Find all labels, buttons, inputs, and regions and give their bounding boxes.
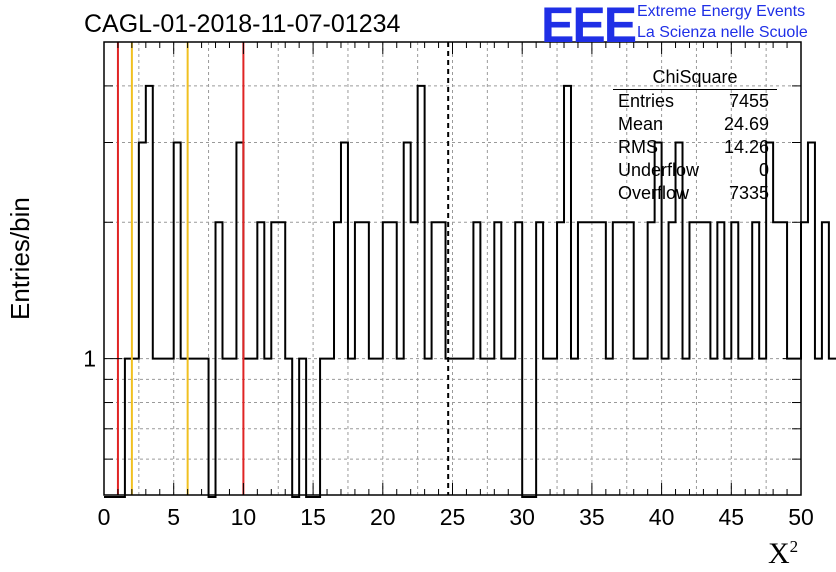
stats-title: ChiSquare [613,67,777,90]
stats-value: 7335 [728,183,769,203]
x-tick-label: 10 [231,504,257,530]
stats-row-rms: RMS 14.26 [611,136,779,159]
histogram-outline [104,84,836,498]
x-tick-label: 0 [98,504,111,530]
x-tick-label: 20 [370,504,396,530]
x-tick-label: 5 [167,504,180,530]
x-tick-label: 15 [300,504,326,530]
stats-label: RMS [618,137,658,157]
y-tick-label: 1 [83,346,96,372]
stats-row-mean: Mean 24.69 [611,113,779,136]
stats-row-underflow: Underflow 0 [611,159,779,182]
x-tick-label: 25 [440,504,466,530]
x-tick-label: 50 [788,504,814,530]
stats-value: 0 [758,160,769,180]
stats-label: Underflow [618,160,700,180]
stats-box: ChiSquare Entries 7455 Mean 24.69 RMS 14… [611,67,779,205]
logo-text-line2: La Scienza nelle Scuole [637,24,808,41]
stats-value: 7455 [728,91,769,111]
x-tick-label: 40 [649,504,675,530]
y-axis-label: Entries/bin [5,197,35,320]
x-tick-label: 35 [579,504,605,530]
stats-label: Entries [618,91,675,111]
x-axis-label: X2 [768,537,799,570]
page-title: CAGL-01-2018-11-07-01234 [84,10,401,38]
x-tick-label: 45 [719,504,745,530]
stats-row-overflow: Overflow 7335 [611,182,779,205]
stats-value: 14.26 [723,137,769,157]
stats-label: Mean [618,114,664,134]
stats-value: 24.69 [723,114,769,134]
logo-text-line1: Extreme Energy Events [637,3,806,20]
eee-logo: EEE [541,0,637,53]
stats-label: Overflow [618,183,690,203]
x-tick-label: 30 [509,504,535,530]
stats-row-entries: Entries 7455 [611,90,779,113]
